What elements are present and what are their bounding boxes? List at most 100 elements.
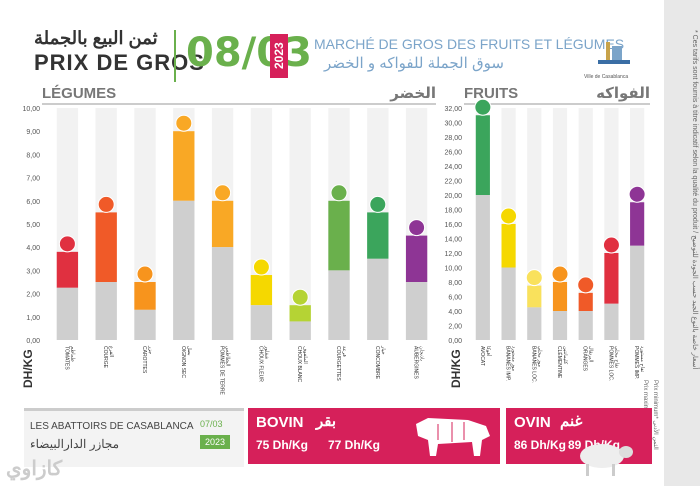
disclaimer-note: * Ces tarifs sont fournis à titre indica… — [691, 30, 698, 370]
cow-icon — [416, 418, 490, 456]
bar-max-segment — [501, 224, 516, 268]
bar-max-segment — [578, 292, 593, 311]
produce-icon — [525, 269, 543, 287]
category-label-group: COURGETTES قرعة — [335, 346, 347, 381]
y-tick-label: 22,00 — [444, 179, 462, 186]
produce-icon — [577, 276, 595, 294]
y-tick-label: 30,00 — [444, 121, 462, 128]
watermark: كازاوي — [6, 458, 63, 480]
chart-title-arabic: الفواكه — [596, 84, 650, 102]
category-label-group: POMMES LOC. تفاح محلي — [607, 346, 619, 381]
y-tick-label: 3,00 — [26, 268, 40, 275]
bar-min-segment — [134, 309, 156, 340]
bar-max-segment — [56, 251, 79, 288]
bar-max-segment — [475, 115, 490, 195]
bar-max-segment — [405, 235, 428, 282]
category-label-group: COURGE القرع — [102, 346, 114, 369]
logo-text: Ville de Casablanca — [584, 74, 629, 80]
category-label: CAROTTES — [141, 346, 147, 374]
meat-section: LES ABATTOIRS DE CASABLANCA مجازر الدارا… — [24, 408, 652, 467]
category-label-group: BANANES LOC. موز محلي — [530, 346, 542, 383]
category-label: POMMES DE TERRE — [219, 346, 225, 395]
abattoir-date: 07/03 — [200, 419, 223, 429]
bar-track — [289, 108, 311, 340]
bar-min-segment — [367, 258, 389, 340]
bar-min-segment — [289, 321, 311, 340]
category-label-group: OIGNON SEC بصل — [180, 346, 192, 378]
date-divider — [174, 30, 176, 82]
bar-max-segment — [173, 131, 195, 201]
bar-max-segment — [604, 253, 619, 304]
y-axis-label-group: DH/KG — [21, 349, 35, 388]
bar-max-segment — [250, 275, 273, 306]
bar-max-segment — [95, 212, 117, 282]
title-arabic: ثمن البيع بالجملة — [34, 28, 158, 48]
ovin-price-min: 86 Dh/Kg — [514, 438, 567, 452]
category-label-arabic: البرتقال — [588, 346, 594, 362]
y-tick-label: 18,00 — [444, 208, 462, 215]
category-label-arabic: الملفوف — [302, 346, 308, 364]
y-tick-label: 2,00 — [26, 292, 40, 299]
y-axis-label-group: DH/KG — [449, 349, 463, 388]
category-label-arabic: خيار — [380, 345, 386, 355]
bar-max-segment — [134, 282, 156, 310]
y-tick-label: 5,00 — [26, 222, 40, 229]
category-label-group: POMMES DE TERRE البطاطس — [219, 346, 231, 395]
category-label-arabic: موز مستورد — [511, 346, 517, 371]
category-label: CHOUX BLANC — [296, 346, 302, 383]
bar-min-segment — [405, 282, 428, 340]
category-label-arabic: أفوكا — [485, 346, 492, 357]
category-label-arabic: بصل — [186, 346, 192, 356]
bar-min-segment — [328, 270, 350, 340]
bovin-label: BOVIN — [256, 414, 304, 431]
y-tick-label: 4,00 — [448, 309, 462, 316]
bar-min-segment — [501, 267, 516, 340]
category-label-arabic: تفاح محلي — [613, 346, 619, 369]
category-label-group: BANANES IMP. موز مستورد — [505, 346, 517, 381]
fruits-chart: FRUITS الفواكه 0,00 2,00 4,00 6,00 8,00 10,00 12… — [444, 84, 650, 388]
category-label-arabic: باذنجان — [419, 346, 425, 361]
category-label: TOMATES — [63, 346, 69, 370]
bar-max-segment — [527, 285, 542, 308]
bar-max-segment — [328, 200, 350, 271]
category-label: BANANES IMP. — [505, 346, 511, 381]
produce-icon — [214, 184, 232, 202]
category-label-arabic: طماطم — [69, 346, 75, 362]
bar-min-segment — [250, 305, 273, 340]
bar-max-segment — [630, 202, 645, 246]
produce-icon — [628, 185, 646, 203]
y-tick-label: 16,00 — [444, 222, 462, 229]
category-label: OIGNON SEC — [180, 346, 186, 378]
y-tick-label: 6,00 — [26, 199, 40, 206]
city-logo-icon — [598, 42, 630, 64]
y-tick-label: 9,00 — [26, 129, 40, 136]
bovin-label-arabic: بقر — [316, 413, 337, 430]
abattoir-box: LES ABATTOIRS DE CASABLANCA مجازر الدارا… — [24, 408, 244, 467]
y-tick-label: 26,00 — [444, 150, 462, 157]
category-label: POMMES LOC. — [607, 346, 613, 381]
y-tick-label: 10,00 — [22, 106, 40, 113]
category-label-group: AVOCAT أفوكا — [479, 346, 492, 366]
category-label: ORANGES — [582, 346, 588, 372]
y-tick-label: 7,00 — [26, 176, 40, 183]
category-label-group: CLÉMENTINE كليمانتين — [556, 346, 568, 379]
y-tick-label: 1,00 — [26, 315, 40, 322]
produce-icon — [330, 184, 348, 202]
bovin-price-max: 77 Dh/Kg — [328, 438, 381, 452]
category-label-group: CAROTTES جزر — [141, 345, 153, 374]
category-label: CHOUX FLEUR — [257, 346, 263, 382]
y-tick-label: 24,00 — [444, 164, 462, 171]
bar-min-segment — [95, 282, 117, 340]
category-label: CONCOMBRE — [374, 346, 380, 380]
category-label: COURGE — [102, 346, 108, 369]
bovin-price-min: 75 Dh/Kg — [256, 438, 309, 452]
category-label-group: CHOUX BLANC الملفوف — [296, 346, 308, 383]
y-tick-label: 6,00 — [448, 295, 462, 302]
category-label-arabic: القرع — [108, 346, 114, 357]
year-badge: 2023 — [270, 34, 288, 78]
category-label: COURGETTES — [335, 346, 341, 381]
legend-min: Prix minimum* الثمن الأدنى — [652, 380, 658, 450]
bar-min-segment — [630, 245, 645, 340]
produce-icon — [602, 236, 620, 254]
ovin-label: OVIN — [514, 414, 551, 431]
